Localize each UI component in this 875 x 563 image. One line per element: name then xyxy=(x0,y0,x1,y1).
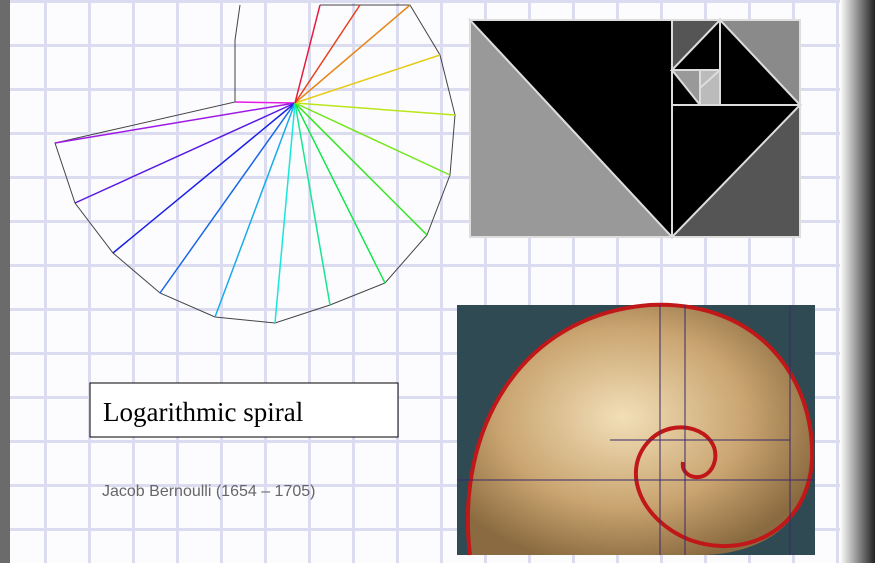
nautilus-photo xyxy=(457,305,815,555)
slide: Logarithmic spiral Jacob Bernoulli (1654… xyxy=(0,0,875,563)
page: Logarithmic spiral Jacob Bernoulli (1654… xyxy=(0,0,875,563)
spiral-spoke xyxy=(235,102,295,103)
left-edge xyxy=(0,0,10,563)
caption: Jacob Bernoulli (1654 – 1705) xyxy=(102,483,315,500)
right-edge xyxy=(840,0,875,563)
golden-rectangle xyxy=(470,20,800,237)
label-text: Logarithmic spiral xyxy=(103,397,303,427)
